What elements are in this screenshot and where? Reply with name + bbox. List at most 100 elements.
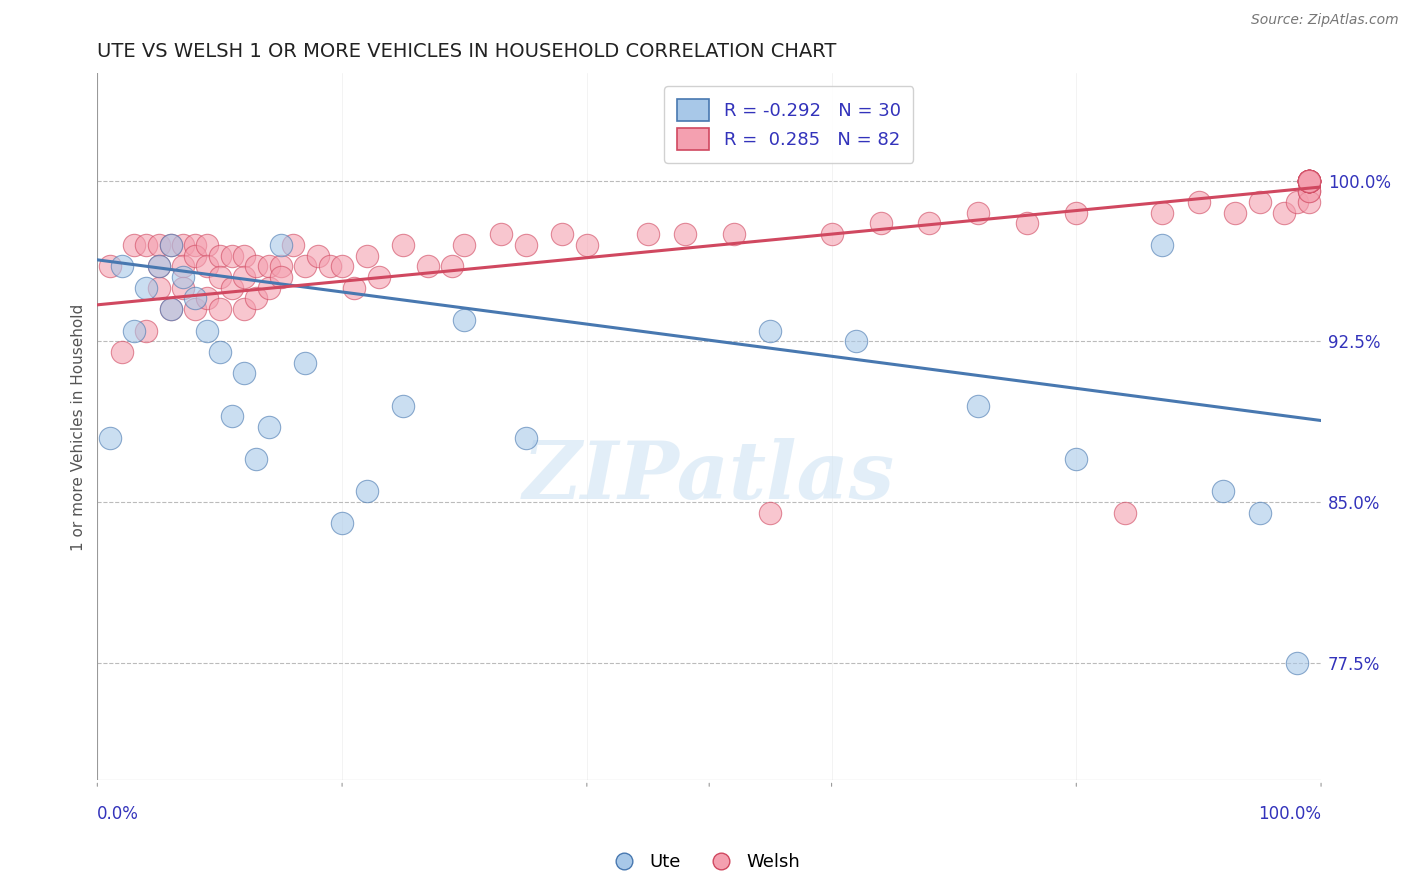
Text: UTE VS WELSH 1 OR MORE VEHICLES IN HOUSEHOLD CORRELATION CHART: UTE VS WELSH 1 OR MORE VEHICLES IN HOUSE… <box>97 42 837 61</box>
Point <box>1150 205 1173 219</box>
Point <box>1272 205 1295 219</box>
Point <box>257 259 280 273</box>
Point <box>294 356 316 370</box>
Point <box>1298 173 1320 187</box>
Point <box>918 216 941 230</box>
Point <box>1298 173 1320 187</box>
Point <box>356 248 378 262</box>
Point <box>1066 205 1088 219</box>
Point <box>148 259 170 273</box>
Point <box>270 259 292 273</box>
Point <box>172 270 194 285</box>
Point <box>208 302 231 317</box>
Point <box>148 259 170 273</box>
Point <box>343 281 366 295</box>
Point <box>1298 173 1320 187</box>
Point <box>330 516 353 531</box>
Point <box>233 302 256 317</box>
Point <box>221 281 243 295</box>
Point <box>1298 173 1320 187</box>
Point <box>1114 506 1136 520</box>
Point <box>1212 484 1234 499</box>
Text: ZIPatlas: ZIPatlas <box>523 438 896 516</box>
Point <box>1249 506 1271 520</box>
Point <box>551 227 574 241</box>
Point <box>159 302 181 317</box>
Point <box>416 259 439 273</box>
Point <box>98 259 121 273</box>
Point <box>257 281 280 295</box>
Legend: R = -0.292   N = 30, R =  0.285   N = 82: R = -0.292 N = 30, R = 0.285 N = 82 <box>664 86 914 162</box>
Y-axis label: 1 or more Vehicles in Household: 1 or more Vehicles in Household <box>72 303 86 550</box>
Point <box>1225 205 1247 219</box>
Point <box>367 270 389 285</box>
Point <box>197 259 219 273</box>
Point <box>515 237 537 252</box>
Point <box>453 313 475 327</box>
Point <box>135 281 157 295</box>
Point <box>148 281 170 295</box>
Point <box>257 420 280 434</box>
Point <box>208 270 231 285</box>
Point <box>356 484 378 499</box>
Point <box>197 324 219 338</box>
Point <box>673 227 696 241</box>
Point <box>184 237 207 252</box>
Point <box>1298 173 1320 187</box>
Point <box>122 324 145 338</box>
Point <box>441 259 464 273</box>
Point <box>184 302 207 317</box>
Point <box>1298 173 1320 187</box>
Point <box>233 248 256 262</box>
Point <box>1249 194 1271 209</box>
Point <box>967 399 990 413</box>
Point <box>208 248 231 262</box>
Point <box>159 237 181 252</box>
Point <box>1285 656 1308 670</box>
Point <box>184 248 207 262</box>
Point <box>172 237 194 252</box>
Point <box>233 270 256 285</box>
Point <box>1150 237 1173 252</box>
Point <box>221 409 243 424</box>
Point <box>1017 216 1039 230</box>
Point <box>98 431 121 445</box>
Point <box>759 506 782 520</box>
Point <box>759 324 782 338</box>
Point <box>122 237 145 252</box>
Point <box>845 334 868 349</box>
Point <box>159 237 181 252</box>
Point <box>1298 173 1320 187</box>
Point <box>330 259 353 273</box>
Point <box>281 237 304 252</box>
Point <box>723 227 745 241</box>
Point <box>111 345 134 359</box>
Point <box>392 399 415 413</box>
Point <box>233 367 256 381</box>
Point <box>270 270 292 285</box>
Text: 0.0%: 0.0% <box>97 805 139 823</box>
Point <box>869 216 891 230</box>
Point <box>515 431 537 445</box>
Point <box>1298 173 1320 187</box>
Text: Source: ZipAtlas.com: Source: ZipAtlas.com <box>1251 13 1399 28</box>
Point <box>245 259 267 273</box>
Point <box>159 302 181 317</box>
Point <box>1298 173 1320 187</box>
Point <box>1298 173 1320 187</box>
Point <box>111 259 134 273</box>
Point <box>307 248 329 262</box>
Point <box>294 259 316 273</box>
Point <box>1298 184 1320 198</box>
Point <box>270 237 292 252</box>
Legend: Ute, Welsh: Ute, Welsh <box>599 847 807 879</box>
Point <box>820 227 842 241</box>
Point <box>1066 452 1088 467</box>
Point <box>1298 173 1320 187</box>
Point <box>135 237 157 252</box>
Point <box>392 237 415 252</box>
Point <box>575 237 598 252</box>
Point <box>197 237 219 252</box>
Point <box>172 259 194 273</box>
Point <box>1285 194 1308 209</box>
